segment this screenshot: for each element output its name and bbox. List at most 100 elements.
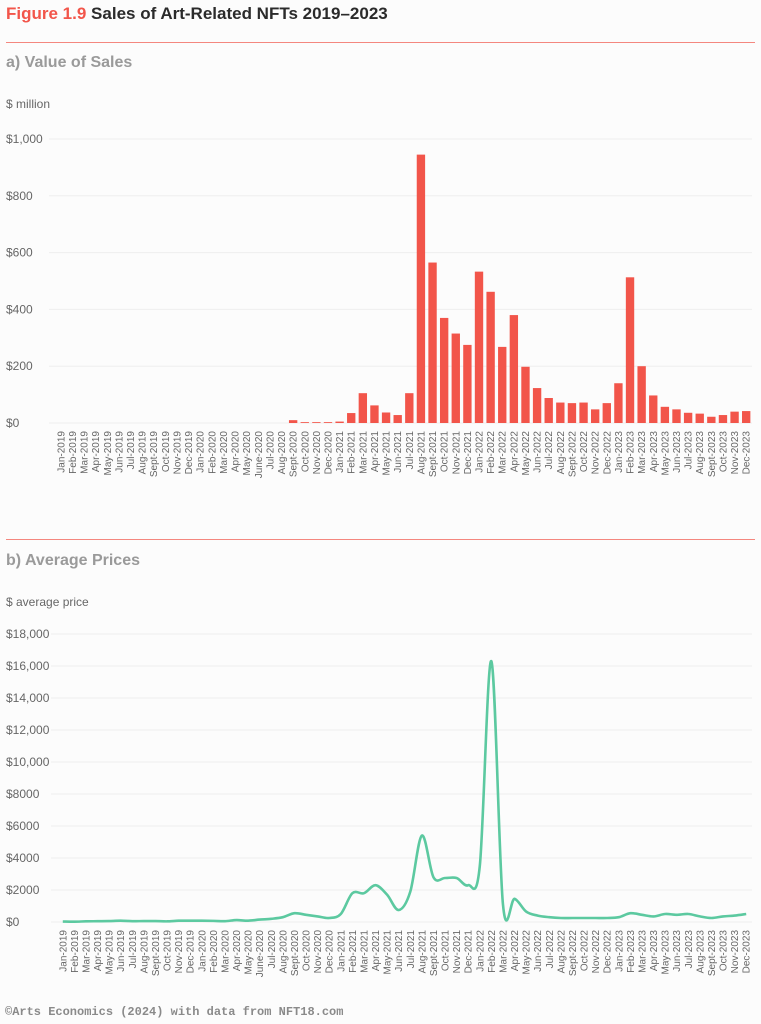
x-tick-label: Mar-2019 — [81, 930, 92, 973]
x-tick-label: May-2023 — [660, 431, 671, 476]
x-tick-label: Apr-2023 — [649, 930, 660, 972]
chart-b: $0 $2000 $4000 $6000 $8000 $10,000 $12,000 $14,… — [6, 627, 753, 977]
x-tick-label: Jun-2019 — [116, 930, 127, 972]
x-tick-label: Sept-2023 — [707, 930, 718, 977]
x-tick-label: Oct-2021 — [441, 930, 452, 972]
chart-a-unit: $ million — [6, 97, 51, 111]
x-tick-label: Aug-2023 — [695, 431, 706, 475]
chart-a: $0 $200 $400 $600 $800 $1,000 Jan-2019 Feb-2019… — [6, 132, 753, 478]
x-tick-label: Mar-2021 — [359, 930, 370, 973]
bar — [532, 388, 542, 423]
x-tick-label: Jul-2022 — [545, 930, 556, 969]
bar — [347, 413, 356, 423]
x-tick-label: Jul-2019 — [126, 431, 137, 470]
x-tick-label: Jun-2023 — [672, 431, 683, 473]
x-tick-label: Aug-2021 — [417, 930, 428, 974]
x-tick-label: Dec-2023 — [742, 431, 753, 475]
x-tick-label: Jul-2020 — [267, 930, 278, 969]
x-tick-label: May-2022 — [522, 930, 533, 975]
x-tick-label: May-2021 — [383, 930, 394, 975]
bar — [625, 277, 635, 423]
x-tick-label: Mar-2019 — [80, 431, 91, 474]
x-tick-label: Jun-2021 — [393, 431, 404, 473]
figure-title-text: Sales of Art-Related NFTs 2019–2023 — [91, 4, 388, 23]
bar — [486, 291, 495, 423]
bar — [590, 409, 600, 423]
x-tick-label: Jul-2022 — [544, 431, 555, 470]
x-tick-label: Apr-2021 — [371, 930, 382, 972]
x-tick-label: Aug-2022 — [556, 431, 567, 475]
x-tick-label: Mar-2022 — [498, 431, 509, 474]
y-tick-label: $12,000 — [6, 723, 50, 737]
x-tick-label: Apr-2019 — [91, 431, 102, 473]
x-tick-label: Mar-2021 — [358, 431, 369, 474]
x-tick-label: Oct-2020 — [302, 930, 313, 972]
x-tick-label: Nov-2022 — [591, 431, 602, 475]
x-tick-label: May-2020 — [244, 930, 255, 975]
x-tick-label: Feb-2019 — [70, 930, 81, 973]
y-tick-label: $800 — [6, 189, 33, 203]
x-tick-label: Nov-2023 — [730, 431, 741, 475]
bar — [718, 415, 728, 423]
x-tick-label: Sept-2021 — [428, 431, 439, 478]
x-tick-label: Dec-2023 — [742, 930, 753, 974]
y-tick-label: $18,000 — [6, 627, 50, 641]
figure-label: Figure 1.9 — [6, 4, 87, 23]
x-tick-label: Jan-2020 — [197, 930, 208, 972]
y-tick-label: $14,000 — [6, 691, 50, 705]
source-footer: ©Arts Economics (2024) with data from NF… — [5, 1005, 344, 1019]
bar — [405, 393, 414, 423]
bar — [579, 402, 588, 423]
x-tick-label: Oct-2021 — [440, 431, 451, 473]
x-tick-label: June-2020 — [255, 930, 266, 978]
x-tick-label: May-2021 — [382, 431, 393, 476]
bar — [637, 366, 646, 423]
x-tick-label: Apr-2020 — [232, 930, 243, 972]
x-tick-label: Oct-2019 — [161, 431, 172, 473]
y-tick-label: $0 — [6, 915, 20, 929]
x-tick-label: Aug-2021 — [416, 431, 427, 475]
bar — [707, 416, 716, 423]
bar — [474, 271, 484, 423]
bar — [358, 393, 368, 423]
bar — [742, 411, 751, 423]
x-tick-label: Jan-2019 — [58, 930, 69, 972]
x-tick-label: May-2022 — [521, 431, 532, 476]
x-tick-label: Mar-2020 — [220, 930, 231, 973]
y-tick-label: $4000 — [6, 851, 40, 865]
x-tick-label: Dec-2022 — [603, 930, 614, 974]
bar — [393, 415, 402, 423]
bar — [602, 403, 611, 423]
x-tick-label: Apr-2019 — [93, 930, 104, 972]
y-tick-label: $16,000 — [6, 659, 50, 673]
bar — [439, 317, 449, 423]
x-tick-label: Nov-2019 — [172, 431, 183, 475]
bar — [544, 398, 553, 423]
bar — [695, 413, 704, 423]
x-tick-label: Aug-2020 — [278, 930, 289, 974]
y-tick-label: $600 — [6, 246, 33, 260]
chart-b-unit: $ average price — [6, 595, 89, 609]
x-tick-label: Sept-2021 — [429, 930, 440, 977]
bar — [649, 395, 658, 423]
x-tick-label: Jan-2021 — [335, 431, 346, 473]
bar — [556, 402, 565, 423]
x-tick-label: Jul-2021 — [406, 930, 417, 969]
x-tick-label: Sept-2019 — [149, 431, 160, 478]
x-tick-label: Nov-2021 — [451, 431, 462, 475]
figure-title: Figure 1.9 Sales of Art-Related NFTs 201… — [6, 4, 388, 24]
x-tick-label: Oct-2023 — [718, 431, 729, 473]
bar — [300, 422, 309, 423]
divider-top — [6, 42, 755, 43]
x-tick-label: Sept-2022 — [567, 431, 578, 478]
x-tick-label: May-2023 — [661, 930, 672, 975]
bar — [614, 383, 623, 423]
x-tick-label: Oct-2022 — [580, 930, 591, 972]
chart-a-title: a) Value of Sales — [6, 54, 133, 71]
x-tick-label: Jul-2023 — [684, 930, 695, 969]
x-tick-label: Jun-2019 — [114, 431, 125, 473]
x-tick-label: Sept-2020 — [289, 431, 300, 478]
bar — [370, 405, 379, 423]
x-tick-label: Jun-2022 — [533, 431, 544, 473]
